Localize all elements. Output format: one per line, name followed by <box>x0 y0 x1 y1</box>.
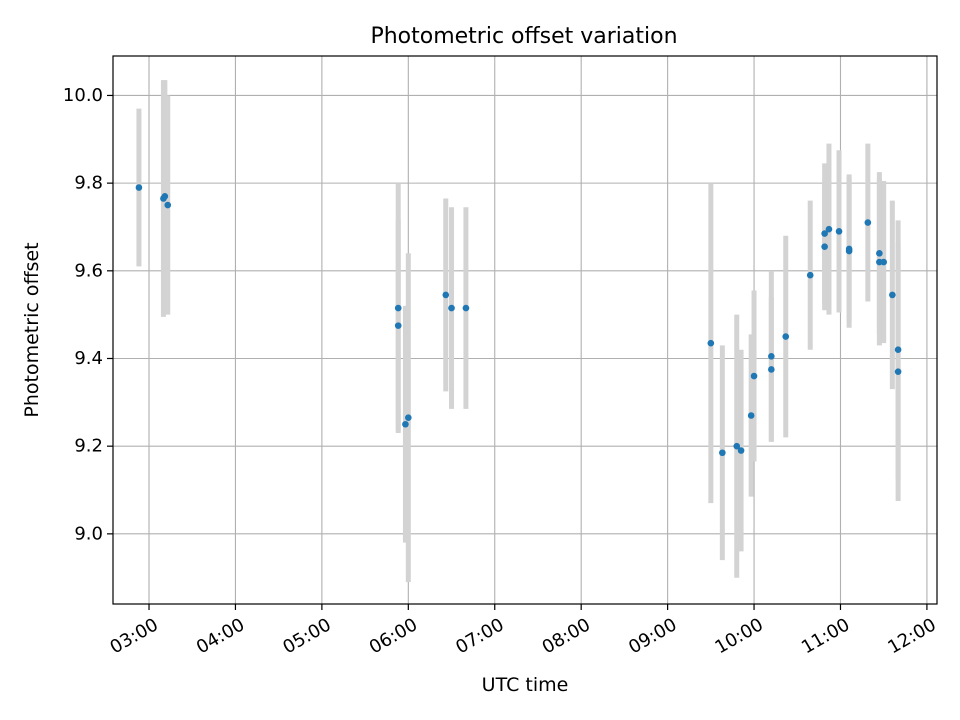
y-tick-label: 9.8 <box>74 173 103 194</box>
data-point <box>821 243 828 251</box>
data-point <box>733 442 741 450</box>
data-point <box>719 449 726 457</box>
data-point <box>768 353 775 360</box>
data-point <box>825 225 833 233</box>
data-point <box>161 192 169 200</box>
data-point <box>845 245 853 253</box>
data-point <box>894 368 902 375</box>
data-point <box>782 333 790 340</box>
data-point <box>737 447 745 454</box>
x-axis-label: UTC time <box>482 674 569 696</box>
data-point <box>394 322 402 329</box>
data-point <box>835 228 843 235</box>
data-point <box>402 420 409 428</box>
data-point <box>707 339 715 347</box>
data-point <box>889 291 896 299</box>
data-point <box>768 366 775 373</box>
data-point <box>750 372 758 380</box>
data-point <box>894 346 902 354</box>
data-point <box>806 271 814 279</box>
data-point <box>164 201 172 209</box>
y-axis: 9.0 9.2 9.4 9.6 9.8 10.0 <box>63 85 113 544</box>
data-point <box>448 304 455 312</box>
data-point <box>880 258 887 266</box>
plot-area-frame <box>112 55 938 605</box>
data-point <box>394 304 402 312</box>
data-point <box>442 291 450 299</box>
data-point <box>747 412 755 419</box>
chart-title: Photometric offset variation <box>370 24 677 49</box>
data-point <box>405 414 412 421</box>
y-tick-label: 9.4 <box>74 348 103 369</box>
data-points <box>135 184 902 457</box>
data-point <box>876 249 883 257</box>
data-point <box>821 230 828 237</box>
data-point <box>135 184 143 191</box>
y-tick-label: 10.0 <box>63 85 103 106</box>
grid <box>113 56 937 604</box>
data-point <box>864 219 872 226</box>
y-axis-label: Photometric offset <box>21 242 43 417</box>
y-tick-label: 9.2 <box>74 436 103 457</box>
data-point <box>462 304 470 312</box>
y-tick-label: 9.6 <box>74 260 103 281</box>
y-tick-label: 9.0 <box>74 523 103 544</box>
